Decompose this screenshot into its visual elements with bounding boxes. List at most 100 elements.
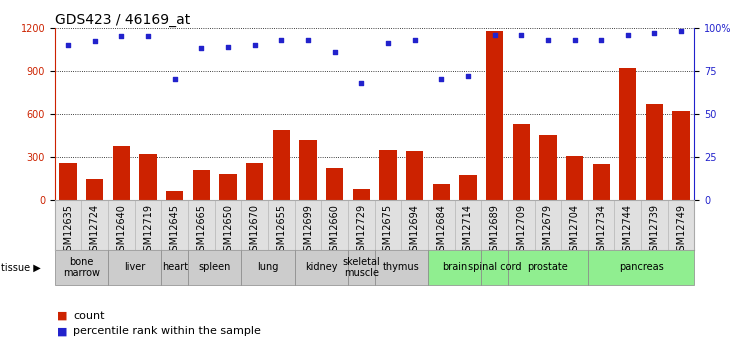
- Bar: [246, 164, 263, 200]
- Bar: [193, 170, 210, 200]
- Text: GSM12665: GSM12665: [197, 204, 206, 257]
- Text: GSM12704: GSM12704: [569, 204, 580, 257]
- Text: heart: heart: [162, 263, 188, 272]
- Point: [675, 28, 687, 34]
- Text: GSM12699: GSM12699: [303, 204, 313, 257]
- Point: [62, 42, 74, 48]
- Point: [355, 80, 367, 86]
- Bar: [273, 130, 290, 200]
- Point: [169, 77, 181, 82]
- Bar: [428, 250, 481, 285]
- Point: [648, 30, 660, 36]
- Bar: [374, 250, 428, 285]
- Text: ■: ■: [57, 311, 67, 321]
- Bar: [379, 150, 397, 200]
- Point: [595, 37, 607, 42]
- Text: skeletal
muscle: skeletal muscle: [342, 257, 380, 278]
- Point: [569, 37, 580, 42]
- Bar: [539, 135, 556, 200]
- Text: liver: liver: [124, 263, 145, 272]
- Text: brain: brain: [442, 263, 467, 272]
- Bar: [162, 250, 188, 285]
- Bar: [588, 250, 694, 285]
- Text: GSM12714: GSM12714: [463, 204, 473, 257]
- Text: GSM12749: GSM12749: [676, 204, 686, 257]
- Bar: [113, 146, 130, 200]
- Point: [115, 33, 127, 39]
- Bar: [673, 111, 690, 200]
- Bar: [645, 104, 663, 200]
- Bar: [166, 191, 183, 200]
- Text: pancreas: pancreas: [618, 263, 664, 272]
- Text: GSM12645: GSM12645: [170, 204, 180, 257]
- Text: kidney: kidney: [305, 263, 338, 272]
- Bar: [326, 168, 344, 200]
- Text: prostate: prostate: [528, 263, 568, 272]
- Text: GSM12660: GSM12660: [330, 204, 340, 257]
- Text: GSM12739: GSM12739: [649, 204, 659, 257]
- Text: count: count: [73, 311, 105, 321]
- Point: [489, 32, 501, 37]
- Point: [542, 37, 553, 42]
- Bar: [352, 189, 370, 200]
- Text: GSM12724: GSM12724: [90, 204, 100, 257]
- Text: GSM12744: GSM12744: [623, 204, 633, 257]
- Bar: [433, 184, 450, 200]
- Bar: [406, 151, 423, 200]
- Point: [462, 73, 474, 79]
- Text: GSM12709: GSM12709: [516, 204, 526, 257]
- Point: [276, 37, 287, 42]
- Bar: [566, 156, 583, 200]
- Text: tissue ▶: tissue ▶: [1, 263, 41, 272]
- Text: GSM12719: GSM12719: [143, 204, 153, 257]
- Text: GSM12670: GSM12670: [250, 204, 260, 257]
- Bar: [481, 250, 508, 285]
- Text: ■: ■: [57, 326, 67, 336]
- Bar: [219, 174, 237, 200]
- Point: [329, 49, 341, 55]
- Text: GSM12694: GSM12694: [409, 204, 420, 257]
- Text: GSM12734: GSM12734: [596, 204, 606, 257]
- Bar: [140, 154, 156, 200]
- Point: [622, 32, 634, 37]
- Point: [89, 39, 101, 44]
- Bar: [188, 250, 241, 285]
- Bar: [241, 250, 295, 285]
- Point: [515, 32, 527, 37]
- Bar: [348, 250, 374, 285]
- Bar: [512, 124, 530, 200]
- Text: spinal cord: spinal cord: [468, 263, 521, 272]
- Point: [143, 33, 154, 39]
- Text: GSM12640: GSM12640: [116, 204, 126, 257]
- Text: GSM12675: GSM12675: [383, 204, 393, 257]
- Text: GSM12679: GSM12679: [543, 204, 553, 257]
- Text: GSM12655: GSM12655: [276, 204, 287, 257]
- Point: [222, 44, 234, 49]
- Bar: [508, 250, 588, 285]
- Text: bone
marrow: bone marrow: [63, 257, 100, 278]
- Text: spleen: spleen: [199, 263, 231, 272]
- Bar: [459, 175, 477, 200]
- Bar: [619, 68, 637, 200]
- Bar: [108, 250, 162, 285]
- Text: GSM12684: GSM12684: [436, 204, 446, 257]
- Bar: [55, 250, 108, 285]
- Text: GSM12635: GSM12635: [63, 204, 73, 257]
- Text: thymus: thymus: [383, 263, 420, 272]
- Bar: [593, 164, 610, 200]
- Bar: [295, 250, 348, 285]
- Text: GSM12650: GSM12650: [223, 204, 233, 257]
- Text: GDS423 / 46169_at: GDS423 / 46169_at: [55, 12, 190, 27]
- Text: GSM12729: GSM12729: [356, 204, 366, 257]
- Point: [249, 42, 260, 48]
- Bar: [59, 164, 77, 200]
- Point: [302, 37, 314, 42]
- Bar: [300, 140, 317, 200]
- Point: [436, 77, 447, 82]
- Point: [382, 40, 394, 46]
- Text: GSM12689: GSM12689: [490, 204, 499, 257]
- Point: [409, 37, 420, 42]
- Bar: [486, 31, 503, 200]
- Text: lung: lung: [257, 263, 279, 272]
- Point: [196, 46, 208, 51]
